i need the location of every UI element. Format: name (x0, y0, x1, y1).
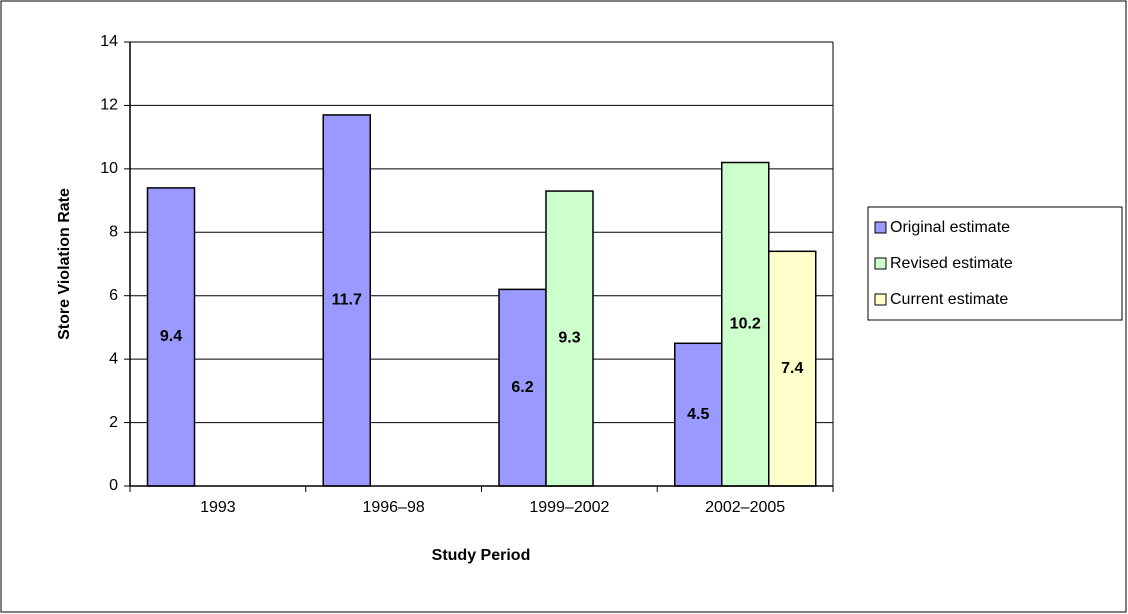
data-label: 6.2 (511, 379, 533, 396)
x-tick-label: 1999–2002 (529, 499, 609, 516)
bar (674, 342, 723, 487)
data-label: 9.4 (160, 328, 182, 345)
y-tick-label: 8 (109, 224, 118, 241)
bar (322, 114, 371, 487)
x-tick-label: 2002–2005 (705, 499, 785, 516)
legend-box (867, 206, 1123, 321)
y-tick-label: 6 (109, 287, 118, 304)
legend-label: Revised estimate (890, 255, 1013, 272)
y-tick-label: 0 (109, 477, 118, 494)
legend-label: Original estimate (890, 219, 1010, 236)
y-tick-label: 14 (100, 33, 118, 50)
x-tick-label: 1996–98 (362, 499, 424, 516)
legend-label: Current estimate (890, 291, 1008, 308)
y-tick-label: 10 (100, 160, 118, 177)
data-label: 9.3 (558, 330, 580, 347)
y-axis-title: Store Violation Rate (56, 188, 73, 340)
bar (768, 250, 817, 487)
data-label: 7.4 (781, 360, 803, 377)
x-tick-label: 1993 (200, 499, 236, 516)
data-label: 11.7 (332, 292, 362, 309)
data-label: 4.5 (687, 406, 709, 423)
data-label: 10.2 (730, 315, 761, 332)
y-tick-label: 12 (100, 97, 118, 114)
legend-swatch (874, 293, 887, 306)
y-tick-label: 2 (109, 414, 118, 431)
legend-swatch (874, 221, 887, 234)
bar (545, 190, 594, 487)
legend-swatch (874, 257, 887, 270)
x-axis-title: Study Period (432, 547, 531, 564)
bar (498, 288, 547, 487)
y-tick-label: 4 (109, 350, 118, 367)
